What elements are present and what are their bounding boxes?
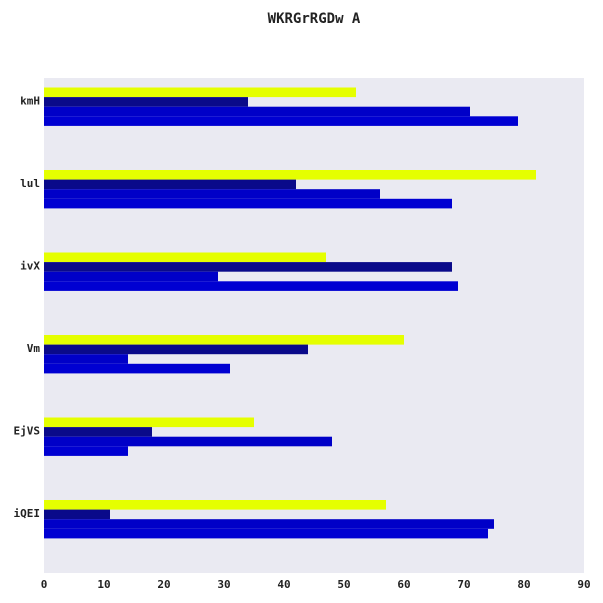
x-tick-label: 70 <box>457 578 470 591</box>
bar-Vm-series-3 <box>44 354 128 364</box>
bar-Vm-series-4 <box>44 363 230 374</box>
y-tick-label: Vm <box>27 342 41 355</box>
x-tick-label: 60 <box>397 578 410 591</box>
x-axis: 0 10 20 30 40 50 60 70 80 90 <box>41 578 591 591</box>
x-tick-label: 30 <box>217 578 230 591</box>
bar-iQEI-series-4 <box>44 528 488 539</box>
x-tick-label: 0 <box>41 578 48 591</box>
bar-lul-series-2 <box>44 179 296 190</box>
bar-iQEI-series-1 <box>44 500 386 510</box>
bar-lul-series-3 <box>44 189 380 199</box>
bar-lul-series-4 <box>44 198 452 209</box>
x-tick-label: 90 <box>577 578 590 591</box>
bar-Vm-series-1 <box>44 335 404 345</box>
bar-ivX-series-4 <box>44 281 458 291</box>
bar-iQEI-series-2 <box>44 509 110 520</box>
bar-kmH-series-4 <box>44 116 518 126</box>
y-axis: kmH lul ivX Vm EjVS iQEI <box>14 95 41 521</box>
y-tick-label: ivX <box>20 260 40 273</box>
y-tick-label: kmH <box>20 95 40 108</box>
chart-title: WKRGrRGDw A <box>268 11 361 27</box>
bar-lul-series-1 <box>44 170 536 180</box>
x-tick-label: 40 <box>277 578 290 591</box>
bar-ivX-series-1 <box>44 252 326 263</box>
bar-EjVS-series-2 <box>44 427 152 437</box>
bar-ivX-series-3 <box>44 271 218 282</box>
y-tick-label: iQEI <box>14 507 41 520</box>
bar-EjVS-series-1 <box>44 417 254 428</box>
y-tick-label: EjVS <box>14 425 41 438</box>
x-tick-label: 80 <box>517 578 530 591</box>
bar-kmH-series-3 <box>44 106 470 117</box>
bar-Vm-series-2 <box>44 344 308 355</box>
bar-EjVS-series-4 <box>44 446 128 456</box>
x-tick-label: 20 <box>157 578 170 591</box>
bar-kmH-series-2 <box>44 97 248 107</box>
x-tick-label: 10 <box>97 578 110 591</box>
bar-EjVS-series-3 <box>44 436 332 447</box>
bars-group <box>44 87 536 539</box>
x-tick-label: 50 <box>337 578 350 591</box>
bar-kmH-series-1 <box>44 87 356 98</box>
y-tick-label: lul <box>20 177 40 190</box>
bar-iQEI-series-3 <box>44 519 494 529</box>
bar-ivX-series-2 <box>44 262 452 272</box>
plot-area <box>44 78 584 573</box>
